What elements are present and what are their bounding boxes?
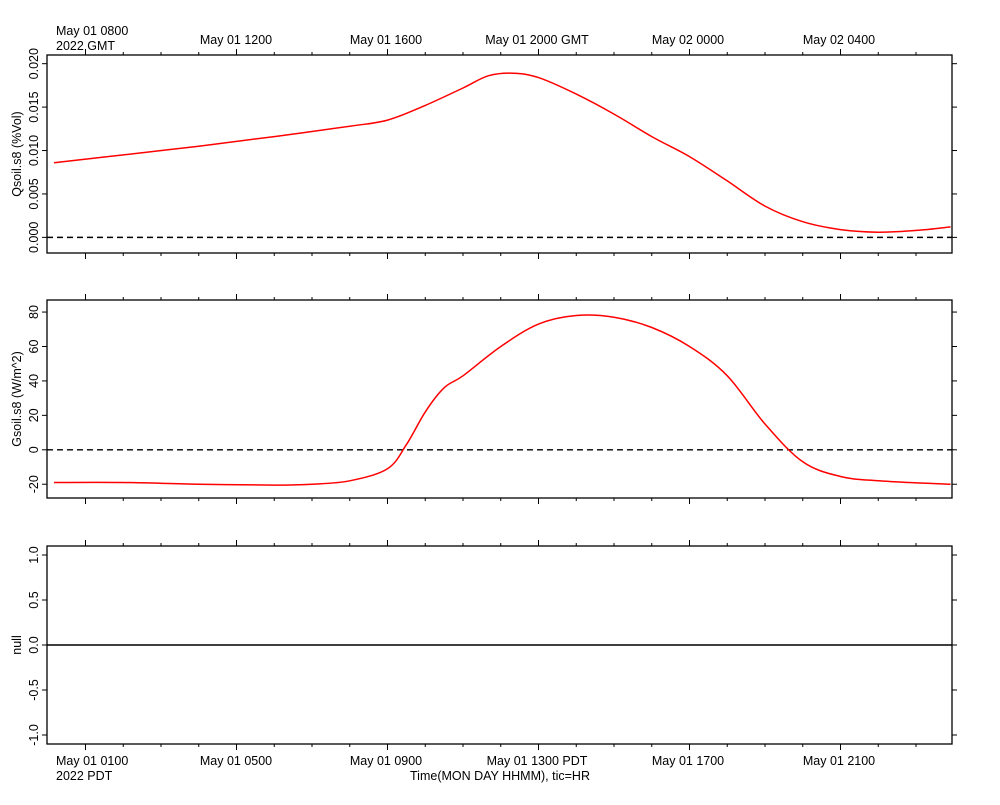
series-line (53, 314, 951, 486)
y-tick-label: 0.5 (27, 591, 41, 608)
y-tick-label: 0.015 (27, 91, 41, 122)
y-tick-label: 0.005 (27, 178, 41, 209)
y-tick-label: 0.010 (27, 135, 41, 166)
y-tick-label: 0 (27, 446, 41, 453)
bottom-axis-labels: May 01 0100 2022 PDT May 01 0500 May 01 … (56, 754, 875, 783)
y-tick-label: 0.020 (27, 48, 41, 79)
y-axis-label: Gsoil.s8 (W/m^2) (10, 351, 24, 446)
top-axis-label: May 02 0400 (803, 33, 875, 47)
y-tick-label: 80 (27, 305, 41, 319)
y-tick-label: 20 (27, 408, 41, 422)
top-axis-label: May 01 1200 (200, 33, 272, 47)
bottom-axis-label: May 01 1700 (652, 754, 724, 768)
y-tick-label: -0.5 (27, 679, 41, 701)
plot-frame (46, 299, 953, 499)
top-axis-label: May 01 1600 (350, 33, 422, 47)
bottom-axis-label: May 01 0500 (200, 754, 272, 768)
bottom-axis-label: May 01 2100 (803, 754, 875, 768)
series-line (53, 72, 951, 233)
plot-frame (46, 54, 953, 254)
y-axis-label: null (10, 635, 24, 654)
top-axis-label: May 02 0000 (652, 33, 724, 47)
qsoil-panel: Qsoil.s8 (%Vol) 0.000 0.005 0.010 0.015 0.02… (10, 48, 957, 259)
x-axis-title: Time(MON DAY HHMM), tic=HR (410, 769, 590, 783)
bottom-axis-label: May 01 0900 (350, 754, 422, 768)
top-axis-labels: May 01 0800 2022 GMT May 01 1200 May 01 … (56, 24, 875, 53)
y-tick-label: 40 (27, 374, 41, 388)
y-tick-label: 0.0 (27, 636, 41, 653)
top-axis-label: May 01 0800 (56, 24, 128, 38)
y-tick-label: -20 (27, 475, 41, 493)
top-axis-year-label: 2022 GMT (56, 39, 115, 53)
bottom-axis-label: May 01 1300 PDT (487, 754, 588, 768)
y-tick-label: 60 (27, 339, 41, 353)
y-tick-label: 1.0 (27, 546, 41, 563)
y-tick-label: 0.000 (27, 222, 41, 253)
top-axis-label: May 01 2000 GMT (485, 33, 589, 47)
bottom-axis-label: May 01 0100 (56, 754, 128, 768)
bottom-axis-year-label: 2022 PDT (56, 769, 113, 783)
y-axis-label: Qsoil.s8 (%Vol) (10, 111, 24, 196)
null-panel: null -1.0 -0.5 0.0 0.5 1.0 (10, 540, 957, 750)
y-tick-label: -1.0 (27, 724, 41, 746)
gsoil-panel: Gsoil.s8 (W/m^2) -20 0 20 40 60 80 (10, 294, 957, 504)
